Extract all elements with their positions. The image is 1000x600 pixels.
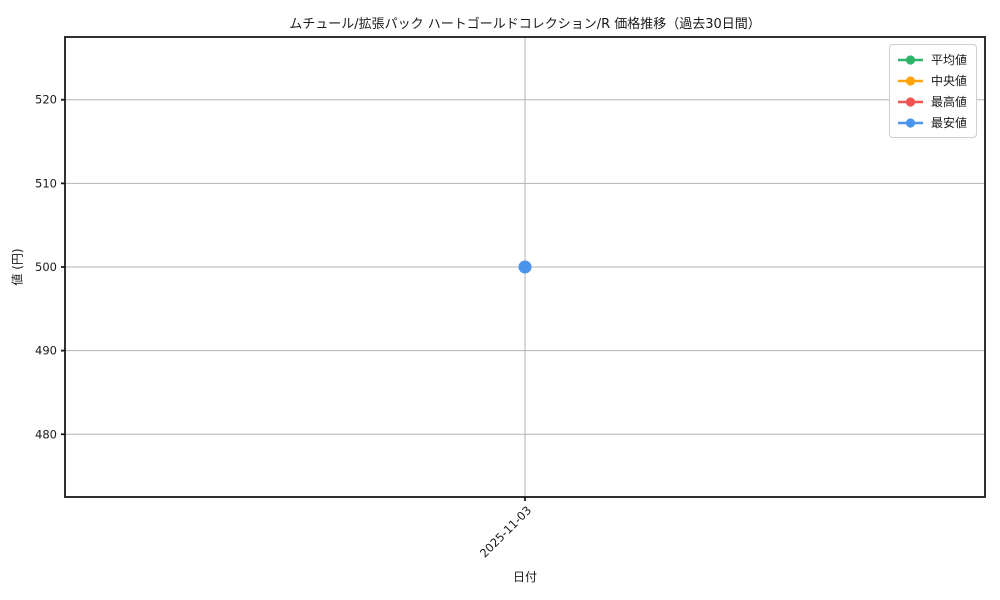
legend-item: 平均値 <box>897 49 967 70</box>
legend-item: 中央値 <box>897 70 967 91</box>
legend-label: 平均値 <box>931 53 968 67</box>
legend-marker-icon <box>898 54 923 65</box>
legend-label: 中央値 <box>931 74 968 88</box>
legend: 平均値中央値最高値最安値 <box>889 44 978 138</box>
chart-title: ムチュール/拡張パック ハートゴールドコレクション/R 価格推移（過去30日間） <box>289 17 761 32</box>
axes-frame <box>64 36 986 498</box>
data-point <box>518 260 532 274</box>
legend-marker-icon <box>898 75 923 86</box>
legend-label: 最安値 <box>931 116 968 130</box>
y-tick-label: 490 <box>35 344 57 358</box>
legend-marker-icon <box>898 96 923 107</box>
y-tick-label: 510 <box>35 176 57 190</box>
legend-item: 最高値 <box>897 91 967 112</box>
legend-item: 最安値 <box>897 112 967 133</box>
x-axis-label: 日付 <box>512 570 537 584</box>
y-tick-label: 500 <box>35 260 57 274</box>
legend-marker-icon <box>898 117 923 128</box>
legend-label: 最高値 <box>931 95 968 109</box>
y-tick-label: 480 <box>35 427 57 441</box>
y-tick-label: 520 <box>35 93 57 107</box>
x-tick-label: 2025-11-03 <box>477 503 534 560</box>
